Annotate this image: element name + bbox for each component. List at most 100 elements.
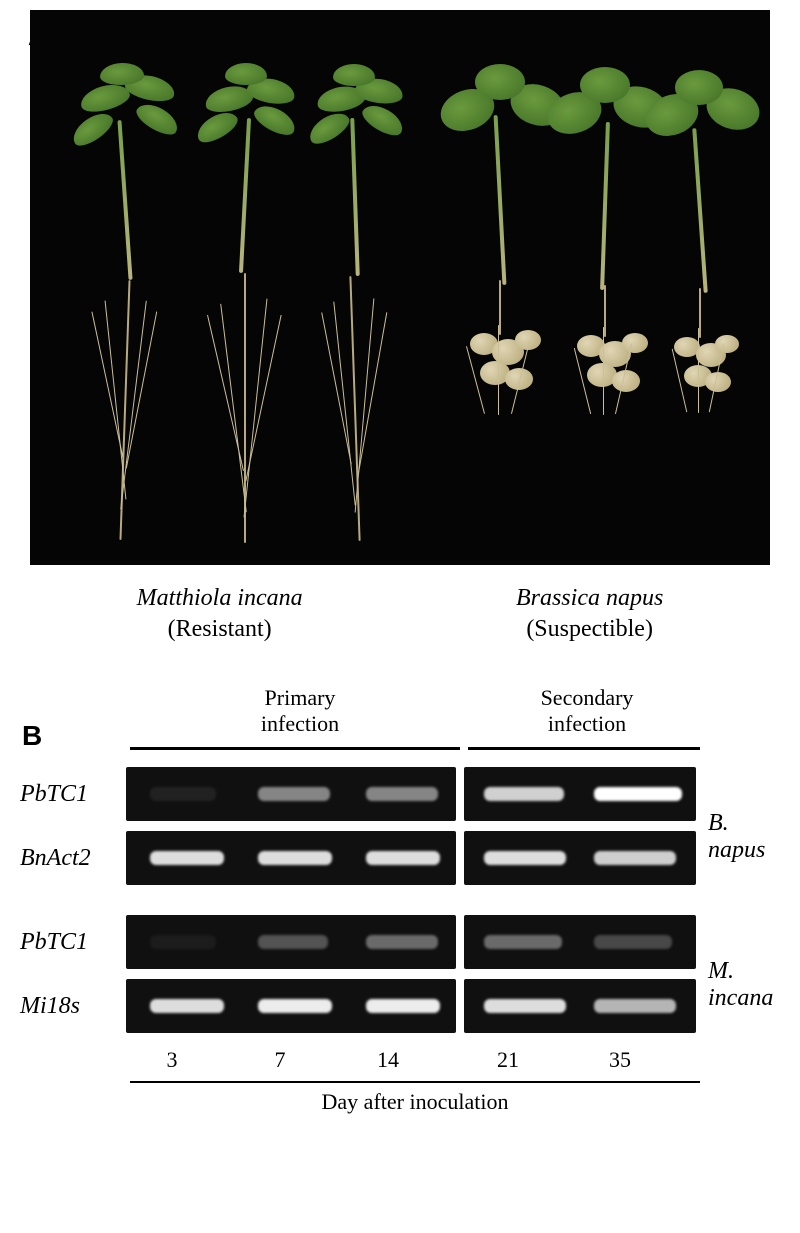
stem (239, 118, 251, 273)
root (498, 325, 499, 415)
gel-band (258, 999, 332, 1013)
leaf (305, 107, 354, 149)
gel-band (150, 851, 224, 865)
gel-band (594, 787, 682, 801)
caption-right: Brassica napus (Suspectible) (516, 583, 663, 645)
species-right: Brassica napus (516, 583, 663, 614)
gel-band (594, 999, 676, 1013)
gel-secondary (464, 915, 696, 969)
panel-a: Matthiola incana (Resistant) Brassica na… (20, 10, 780, 645)
panel-b: Primary infection Secondary infection Pb… (20, 675, 780, 1115)
xaxis-label: Day after inoculation (130, 1089, 700, 1115)
species-label: M. incana (708, 958, 780, 1011)
root (244, 299, 268, 518)
leaf (358, 99, 407, 140)
panel-a-captions: Matthiola incana (Resistant) Brassica na… (30, 583, 770, 645)
figure: A (0, 10, 800, 1115)
leaf (68, 107, 117, 151)
plant-resistant-1 (125, 70, 126, 540)
plant-photo (30, 10, 770, 565)
status-left: (Resistant) (137, 614, 303, 645)
plant-resistant-3 (355, 69, 356, 541)
root (245, 315, 281, 481)
leaf (475, 64, 525, 100)
gel-band (366, 851, 440, 865)
gel-band (484, 787, 564, 801)
root (358, 312, 388, 475)
gel-primary (126, 831, 456, 885)
xaxis-ticks: 3 7 14 21 35 (130, 1041, 700, 1073)
plant-susceptible-1 (500, 55, 501, 415)
gel-primary (126, 767, 456, 821)
gel-band (258, 851, 332, 865)
caption-left: Matthiola incana (Resistant) (137, 583, 303, 645)
header-primary-line (130, 747, 460, 750)
gel-row: BnAct2 (20, 829, 780, 887)
leaf (192, 106, 241, 147)
root-gall (715, 335, 739, 353)
xaxis: 3 7 14 21 35 Day after inoculation (130, 1041, 700, 1115)
leaf (333, 64, 375, 86)
gene-label: PbTC1 (20, 929, 126, 956)
stem (692, 128, 708, 293)
gel-secondary (464, 767, 696, 821)
gel-band (594, 851, 676, 865)
leaf (225, 63, 267, 85)
gel-band (484, 851, 566, 865)
stem (494, 115, 507, 285)
leaf (580, 67, 630, 103)
xaxis-tick: 14 (368, 1047, 408, 1073)
root (220, 304, 247, 513)
gel-spacer (20, 893, 780, 913)
root (499, 280, 501, 335)
status-right: (Suspectible) (516, 614, 663, 645)
root (603, 327, 604, 415)
root (355, 298, 375, 512)
gel-secondary (464, 979, 696, 1033)
gel-row: PbTC1 (20, 913, 780, 971)
gel-headers: Primary infection Secondary infection (130, 685, 750, 765)
leaf (675, 70, 723, 105)
gel-primary (126, 979, 456, 1033)
xaxis-tick: 21 (488, 1047, 528, 1073)
header-secondary: Secondary infection (482, 685, 692, 737)
gel-row: Mi18s (20, 977, 780, 1035)
gel-band (258, 787, 330, 801)
gene-label: PbTC1 (20, 781, 126, 808)
leaf (250, 100, 299, 140)
gel-band (366, 999, 440, 1013)
gene-label: Mi18s (20, 993, 126, 1020)
gel-band (150, 787, 216, 801)
gel-row: PbTC1 (20, 765, 780, 823)
header-secondary-line (468, 747, 700, 750)
gel-band (594, 935, 672, 949)
xaxis-tick: 7 (260, 1047, 300, 1073)
root-gall (622, 333, 648, 353)
gel-secondary (464, 831, 696, 885)
gel-band (150, 935, 216, 949)
root-gall (705, 372, 731, 392)
root-gall (612, 370, 640, 392)
plant-susceptible-2 (605, 60, 606, 415)
gel-band (366, 787, 438, 801)
gel-area: PbTC1 BnAct2 PbTC1 Mi18s B. napus M. incana (20, 765, 780, 1035)
gel-band (366, 935, 438, 949)
root (698, 328, 699, 413)
stem (117, 120, 132, 280)
species-label: B. napus (708, 810, 780, 863)
xaxis-tick: 3 (152, 1047, 192, 1073)
stem (600, 122, 610, 290)
root (604, 285, 606, 337)
xaxis-tick: 35 (600, 1047, 640, 1073)
gel-band (150, 999, 224, 1013)
stem (350, 118, 360, 276)
gel-band (484, 999, 566, 1013)
gel-band (258, 935, 328, 949)
plant-susceptible-3 (700, 63, 701, 413)
leaf (133, 98, 183, 140)
gel-primary (126, 915, 456, 969)
plant-resistant-2 (245, 68, 246, 543)
species-left: Matthiola incana (137, 583, 303, 614)
gel-band (484, 935, 562, 949)
gene-label: BnAct2 (20, 845, 126, 872)
